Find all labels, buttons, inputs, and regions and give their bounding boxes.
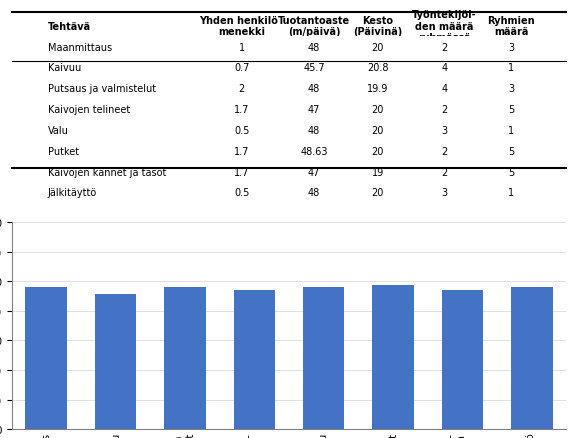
Bar <box>25 287 67 429</box>
Bar <box>372 286 414 429</box>
Bar <box>95 294 136 429</box>
Bar <box>511 287 553 429</box>
Bar <box>442 290 483 429</box>
Bar <box>164 287 206 429</box>
Bar <box>234 290 275 429</box>
Bar <box>303 287 344 429</box>
